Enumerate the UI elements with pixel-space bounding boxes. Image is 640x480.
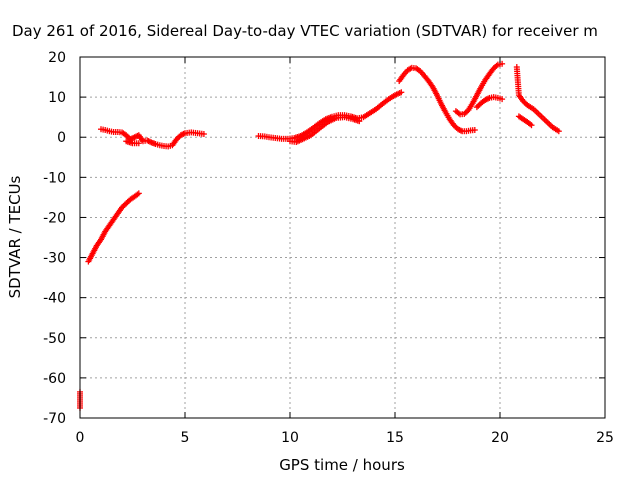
- data-point: [135, 190, 142, 197]
- x-axis: 0 5 10 15 20 25: [76, 57, 614, 446]
- y-tick-label: -50: [43, 331, 66, 347]
- series-early-band: [98, 126, 207, 150]
- series-peak-arc: [396, 64, 478, 135]
- x-tick-label: 0: [76, 430, 85, 446]
- y-tick-label: -30: [43, 251, 66, 267]
- y-tick-label: -20: [43, 210, 66, 226]
- y-tick-label: 20: [48, 50, 66, 66]
- series-late-lower: [515, 113, 535, 129]
- grid: [80, 57, 605, 418]
- data-point: [471, 127, 478, 134]
- x-tick-label: 10: [281, 430, 299, 446]
- data-point: [356, 118, 363, 125]
- series-early-lower: [123, 138, 142, 147]
- data-point: [135, 140, 142, 147]
- plot-frame: [79, 56, 606, 419]
- y-tick-label: -70: [43, 411, 66, 427]
- data-points: [77, 60, 562, 411]
- y-axis: -70 -60 -50 -40 -30 -20 -10 0 10 20: [43, 50, 605, 427]
- series-evening-lower: [473, 94, 506, 111]
- series-rising-arc: [85, 190, 142, 265]
- y-tick-label: -60: [43, 371, 66, 387]
- chart-title: Day 261 of 2016, Sidereal Day-to-day VTE…: [12, 22, 598, 40]
- x-tick-label: 25: [596, 430, 614, 446]
- y-tick-label: 0: [57, 130, 66, 146]
- data-point: [555, 128, 562, 135]
- y-tick-label: -10: [43, 170, 66, 186]
- series-evening-upper: [452, 60, 506, 118]
- data-point: [528, 122, 535, 129]
- data-point: [499, 60, 506, 67]
- y-tick-label: 10: [48, 90, 66, 106]
- data-point: [200, 131, 207, 138]
- data-point: [398, 89, 405, 96]
- y-tick-label: -40: [43, 291, 66, 307]
- x-tick-label: 15: [386, 430, 404, 446]
- series-midday-lower: [287, 114, 363, 146]
- x-tick-label: 5: [181, 430, 190, 446]
- data-point: [499, 96, 506, 103]
- x-axis-label: GPS time / hours: [279, 456, 405, 474]
- series-late-arc: [513, 64, 562, 135]
- x-tick-label: 20: [491, 430, 509, 446]
- y-axis-label: SDTVAR / TECUs: [6, 175, 24, 298]
